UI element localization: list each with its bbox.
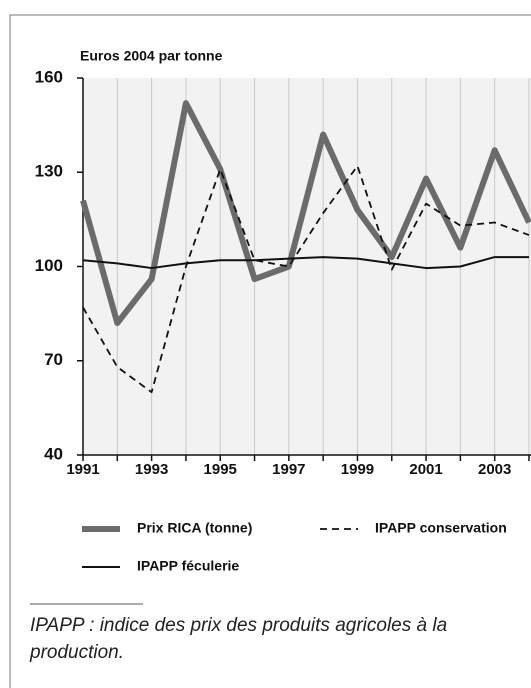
series-line <box>82 165 530 394</box>
x-tick-label: 1997 <box>272 461 305 478</box>
frame <box>9 14 531 688</box>
legend-label: IPAPP féculerie <box>137 558 239 574</box>
legend-label: IPAPP conservation <box>375 520 507 536</box>
series-line <box>80 100 531 327</box>
x-tick-label: 2003 <box>478 461 511 478</box>
x-tick-label: 1991 <box>66 461 99 478</box>
series-line <box>82 256 529 270</box>
y-tick-label: 100 <box>35 256 63 275</box>
y-tick-label: 130 <box>35 162 63 181</box>
x-tick-label: 1993 <box>135 461 168 478</box>
x-tick-label: 2001 <box>409 461 442 478</box>
legend-label: Prix RICA (tonne) <box>137 520 252 536</box>
y-tick-label: 70 <box>44 350 63 369</box>
footnote: IPAPP : indice des prix des produits agr… <box>30 615 448 663</box>
x-tick-label: 1995 <box>204 461 237 478</box>
y-tick-label: 40 <box>44 444 63 463</box>
x-tick-label: 1999 <box>341 461 374 478</box>
y-axis-label: Euros 2004 par tonne <box>80 48 223 64</box>
y-tick-label: 160 <box>35 67 63 86</box>
